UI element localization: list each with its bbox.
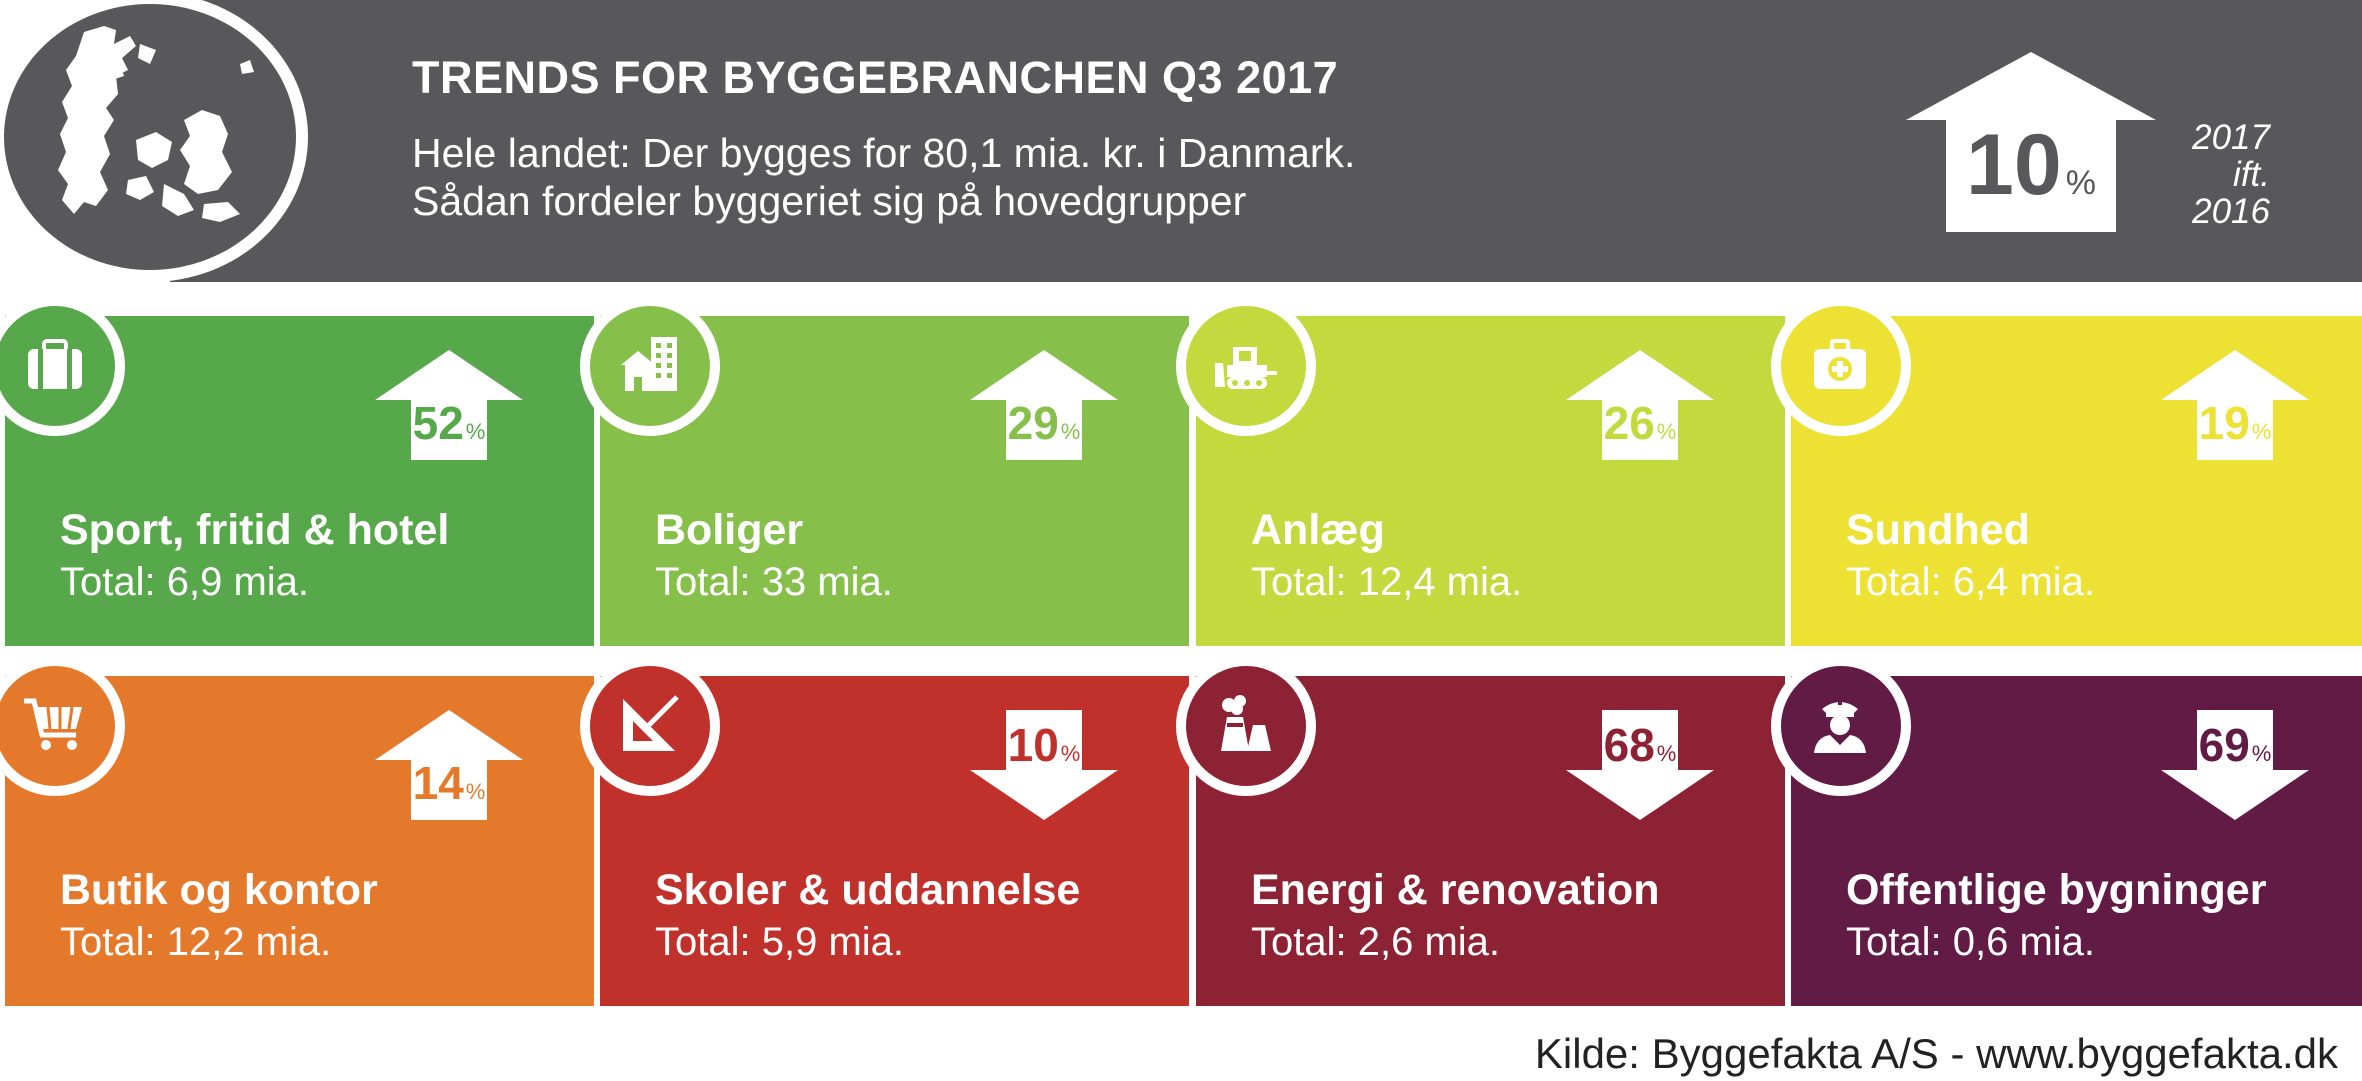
change-value: 68% — [1603, 719, 1677, 771]
arrow-up-icon — [970, 350, 1118, 460]
change-value: 19% — [2198, 397, 2272, 449]
category-icon-badge — [0, 656, 125, 796]
subtitle-line-1: Hele landet: Der bygges for 80,1 mia. kr… — [412, 130, 1356, 176]
buildings-icon — [621, 337, 677, 391]
period-label: 2017 ift. 2016 — [2170, 118, 2270, 231]
category-icon-badge — [1771, 296, 1911, 436]
category-icon-badge — [580, 656, 720, 796]
category-title: Offentlige bygninger — [1846, 866, 2267, 914]
category-total: Total: 12,2 mia. — [60, 920, 332, 964]
change-badge: 69% — [2161, 710, 2309, 820]
arrow-up-icon — [2161, 350, 2309, 460]
subtitle-line-2: Sådan fordeler byggeriet sig på hovedgru… — [412, 178, 1247, 224]
page-title: TRENDS FOR BYGGEBRANCHEN Q3 2017 — [412, 52, 1339, 103]
change-badge: 52% — [375, 350, 523, 460]
category-total: Total: 6,4 mia. — [1846, 560, 2096, 604]
category-card: 26% Anlæg Total: 12,4 mia. — [1176, 296, 1785, 646]
category-title: Anlæg — [1251, 506, 1385, 554]
category-icon-badge — [1176, 296, 1316, 436]
change-value: 26% — [1603, 397, 1677, 449]
category-total: Total: 33 mia. — [655, 560, 893, 604]
category-icon-badge — [0, 296, 125, 436]
arrow-down-icon — [970, 710, 1118, 820]
change-badge: 19% — [2161, 350, 2309, 460]
change-badge: 10% — [970, 710, 1118, 820]
category-card: 14% Butik og kontor Total: 12,2 mia. — [0, 656, 594, 1006]
arrow-up-icon — [1566, 350, 1714, 460]
change-badge: 68% — [1566, 710, 1714, 820]
officer-icon — [1814, 701, 1866, 753]
arrow-down-icon — [2161, 710, 2309, 820]
luggage-icon — [28, 339, 82, 389]
change-badge: 29% — [970, 350, 1118, 460]
category-title: Sundhed — [1846, 506, 2030, 554]
bulldozer-icon — [1215, 347, 1277, 389]
change-badge: 26% — [1566, 350, 1714, 460]
category-title: Energi & renovation — [1251, 866, 1660, 914]
arrow-down-icon — [1566, 710, 1714, 820]
period-year: 2017 — [2192, 118, 2270, 157]
category-title: Sport, fritid & hotel — [60, 506, 450, 554]
category-total: Total: 5,9 mia. — [655, 920, 905, 964]
category-icon-badge — [1176, 656, 1316, 796]
category-title: Butik og kontor — [60, 866, 378, 914]
source-credit: Kilde: Byggefakta A/S - www.byggefakta.d… — [1534, 1030, 2338, 1077]
period-base-year: 2016 — [2192, 191, 2270, 231]
arrow-up-icon — [1906, 52, 2156, 232]
category-card: 10% Skoler & uddannelse Total: 5,9 mia. — [580, 656, 1189, 1006]
shopping-cart-icon — [24, 698, 82, 750]
category-total: Total: 12,4 mia. — [1251, 560, 1523, 604]
denmark-map-icon — [58, 26, 254, 222]
arrow-up-icon — [375, 710, 523, 820]
change-value: 14% — [412, 757, 486, 809]
map-badge — [0, 0, 308, 282]
change-badge: 14% — [375, 710, 523, 820]
change-value: 52% — [412, 397, 486, 449]
power-plant-icon — [1221, 695, 1271, 751]
category-card: 19% Sundhed Total: 6,4 mia. — [1771, 296, 2362, 646]
category-icon-badge — [1771, 656, 1911, 796]
arrow-up-icon — [375, 350, 523, 460]
category-total: Total: 6,9 mia. — [60, 560, 310, 604]
category-title: Skoler & uddannelse — [655, 866, 1081, 914]
set-square-icon — [623, 695, 679, 751]
category-icon-badge — [580, 296, 720, 436]
category-title: Boliger — [655, 506, 804, 554]
change-value: 29% — [1007, 397, 1081, 449]
category-total: Total: 0,6 mia. — [1846, 920, 2096, 964]
category-card: 68% Energi & renovation Total: 2,6 mia. — [1176, 656, 1785, 1006]
total-change-badge: 10% — [1906, 52, 2156, 232]
category-card: 52% Sport, fritid & hotel Total: 6,9 mia. — [0, 296, 594, 646]
category-card: 29% Boliger Total: 33 mia. — [580, 296, 1189, 646]
category-card: 69% Offentlige bygninger Total: 0,6 mia. — [1771, 656, 2362, 1006]
first-aid-kit-icon — [1814, 339, 1866, 389]
total-change-value: 10% — [1966, 117, 2096, 213]
category-total: Total: 2,6 mia. — [1251, 920, 1501, 964]
change-value: 10% — [1007, 719, 1081, 771]
period-compare: ift. — [2233, 154, 2270, 194]
change-value: 69% — [2198, 719, 2272, 771]
